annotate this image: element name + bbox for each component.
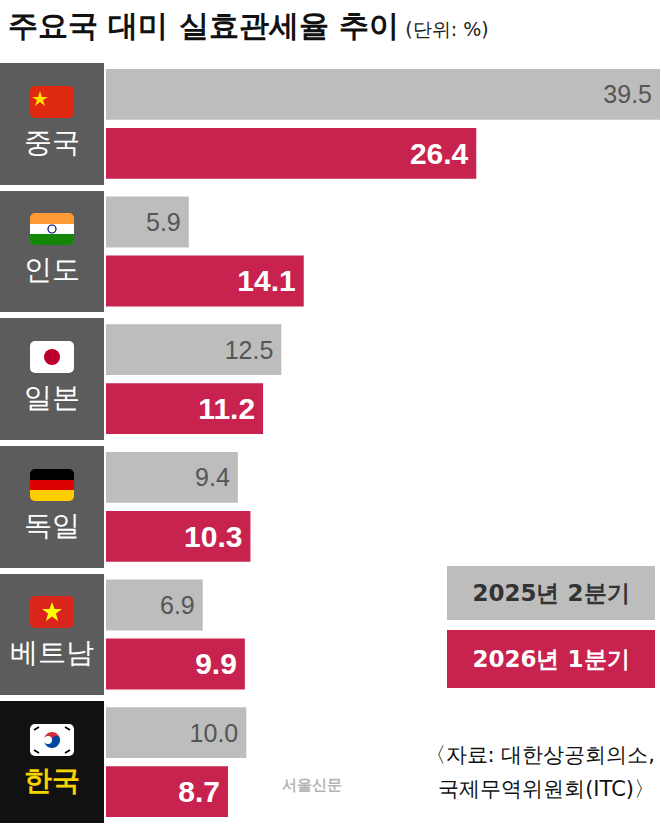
html-text:2025년 2분기: 2025년 2분기: [472, 579, 630, 606]
html-text:인도: 인도: [24, 253, 80, 287]
svg-text:10.3: 10.3: [184, 520, 242, 553]
html-text:주요국 대미 실효관세율 추이 (단위: %): 주요국 대미 실효관세율 추이 (단위: %): [8, 8, 489, 43]
svg-text:9.9: 9.9: [195, 647, 237, 680]
html-text:한국: 한국: [24, 764, 80, 798]
svg-text:11.2: 11.2: [198, 392, 255, 425]
svg-text:9.4: 9.4: [195, 463, 230, 491]
svg-text:39.5: 39.5: [603, 80, 652, 108]
html-text:베트남: 베트남: [10, 636, 94, 670]
svg-text:8.7: 8.7: [178, 775, 220, 808]
html-text:독일: 독일: [24, 508, 80, 542]
svg-text:5.9: 5.9: [146, 208, 181, 236]
html-text:서울신문: 서울신문: [282, 776, 342, 794]
svg-text:6.9: 6.9: [160, 591, 195, 619]
html-text:중국: 중국: [24, 125, 80, 159]
svg-text:12.5: 12.5: [225, 336, 274, 364]
html-text:2026년 1분기: 2026년 1분기: [472, 645, 630, 672]
html-text:일본: 일본: [24, 381, 80, 415]
svg-text:10.0: 10.0: [190, 719, 239, 747]
svg-text:26.4: 26.4: [410, 137, 469, 170]
html-text:〈자료: 대한상공회의소, 국제무역위원회(ITC)〉: 〈자료: 대한상공회의소, 국제무역위원회(ITC)〉: [424, 743, 655, 801]
svg-text:14.1: 14.1: [237, 264, 295, 297]
